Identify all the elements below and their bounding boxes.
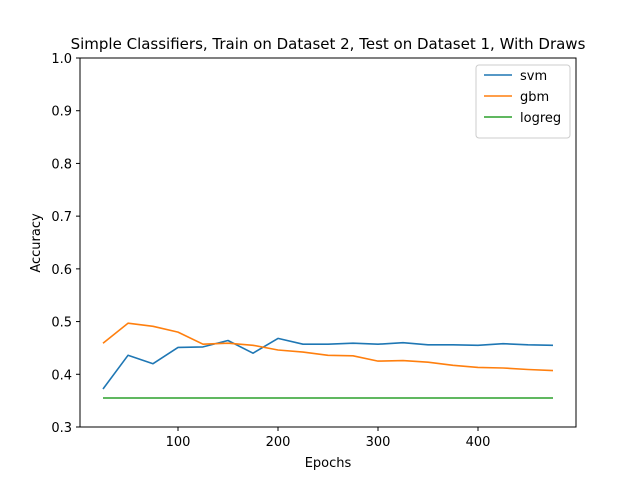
x-axis-label: Epochs [305, 456, 352, 471]
legend-label-gbm: gbm [520, 90, 549, 105]
plot-frame [79, 57, 577, 428]
legend-label-logreg: logreg [520, 111, 561, 126]
series-line-svm [102, 337, 554, 390]
y-tick-label: 0.8 [51, 157, 72, 172]
y-axis-label: Accuracy [29, 213, 44, 273]
x-tick-label: 300 [366, 435, 391, 450]
x-tick-label: 200 [266, 435, 291, 450]
y-tick-label: 0.3 [51, 421, 72, 436]
y-tick-label: 0.7 [51, 210, 72, 225]
y-axis-ticks: 0.3 0.4 0.5 0.6 0.7 0.8 0.9 1.0 [51, 52, 80, 436]
y-tick-label: 0.4 [51, 368, 72, 383]
legend: svm gbm logreg [475, 64, 571, 139]
legend-label-svm: svm [520, 69, 547, 84]
x-axis-ticks: 100 200 300 400 [166, 427, 491, 450]
y-tick-label: 0.9 [51, 105, 72, 120]
y-tick-label: 1.0 [51, 52, 72, 67]
y-tick-label: 0.5 [51, 316, 72, 331]
y-tick-label: 0.6 [51, 263, 72, 278]
x-tick-label: 100 [166, 435, 191, 450]
series-layer [102, 322, 554, 399]
series-line-gbm [102, 322, 554, 372]
legend-box [475, 64, 571, 139]
x-tick-label: 400 [466, 435, 491, 450]
chart-title: Simple Classifiers, Train on Dataset 2, … [71, 35, 586, 53]
